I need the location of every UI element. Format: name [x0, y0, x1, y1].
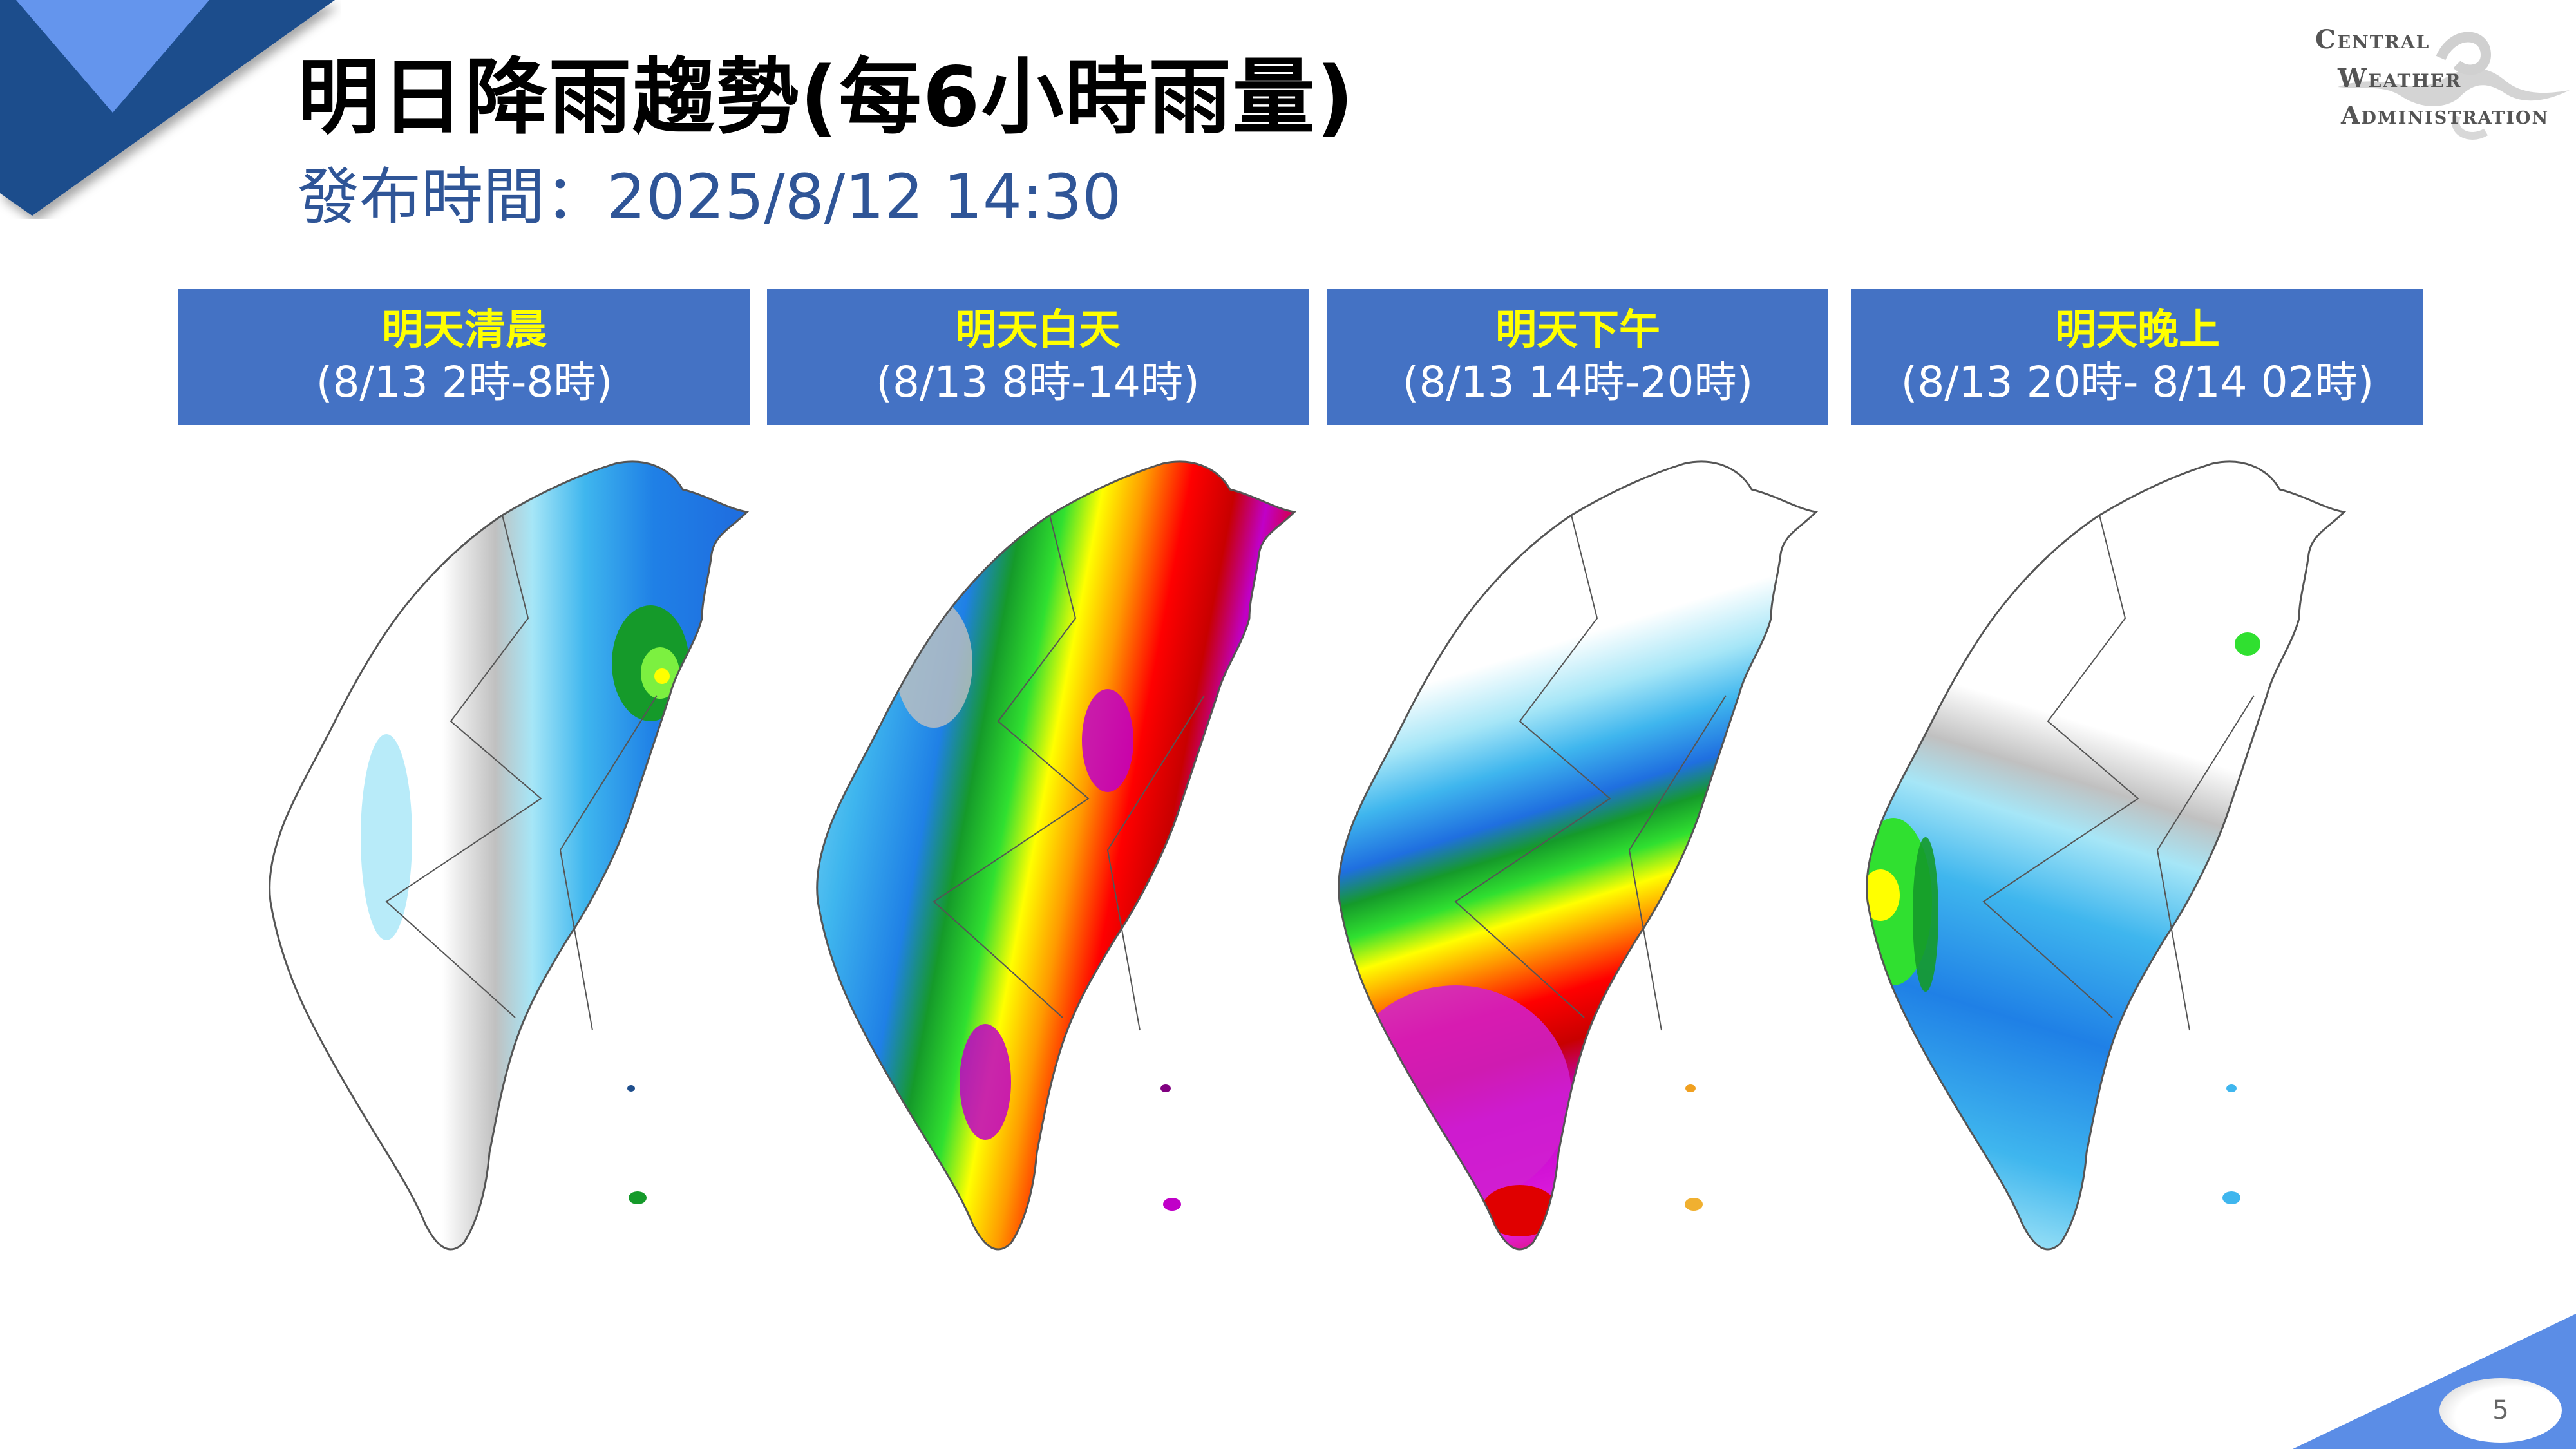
corner-decoration-top-left — [0, 0, 335, 216]
period-header-night: 明天晚上 (8/13 20時- 8/14 02時) — [1852, 289, 2423, 425]
period-name: 明天下午 — [1495, 307, 1660, 355]
rainfall-map-daytime — [816, 460, 1296, 1251]
issued-time: 發布時間：2025/8/12 14:30 — [298, 161, 1122, 233]
logo-line-1: Central — [2315, 24, 2430, 55]
swirl-icon — [2338, 32, 2570, 140]
period-range: (8/13 8時-14時) — [876, 357, 1200, 408]
rainfall-map-night — [1866, 460, 2345, 1251]
period-range: (8/13 14時-20時) — [1402, 357, 1754, 408]
period-header-daytime: 明天白天 (8/13 8時-14時) — [767, 289, 1309, 425]
rainfall-map-afternoon — [1338, 460, 1817, 1251]
rainfall-map-early-morning — [269, 460, 748, 1251]
logo-line-2: Weather — [2338, 63, 2462, 93]
page-title: 明日降雨趨勢(每6小時雨量) — [298, 50, 1356, 146]
period-name: 明天晚上 — [2055, 307, 2220, 355]
period-header-early-morning: 明天清晨 (8/13 2時-8時) — [178, 289, 750, 425]
cwa-logo: Central Weather Administration — [2293, 19, 2576, 142]
period-header-afternoon: 明天下午 (8/13 14時-20時) — [1327, 289, 1828, 425]
period-range: (8/13 20時- 8/14 02時) — [1900, 357, 2374, 408]
page-number: 5 — [2439, 1378, 2562, 1443]
period-name: 明天清晨 — [382, 307, 547, 355]
period-name: 明天白天 — [955, 307, 1121, 355]
period-range: (8/13 2時-8時) — [316, 357, 613, 408]
logo-line-3: Administration — [2341, 100, 2550, 129]
